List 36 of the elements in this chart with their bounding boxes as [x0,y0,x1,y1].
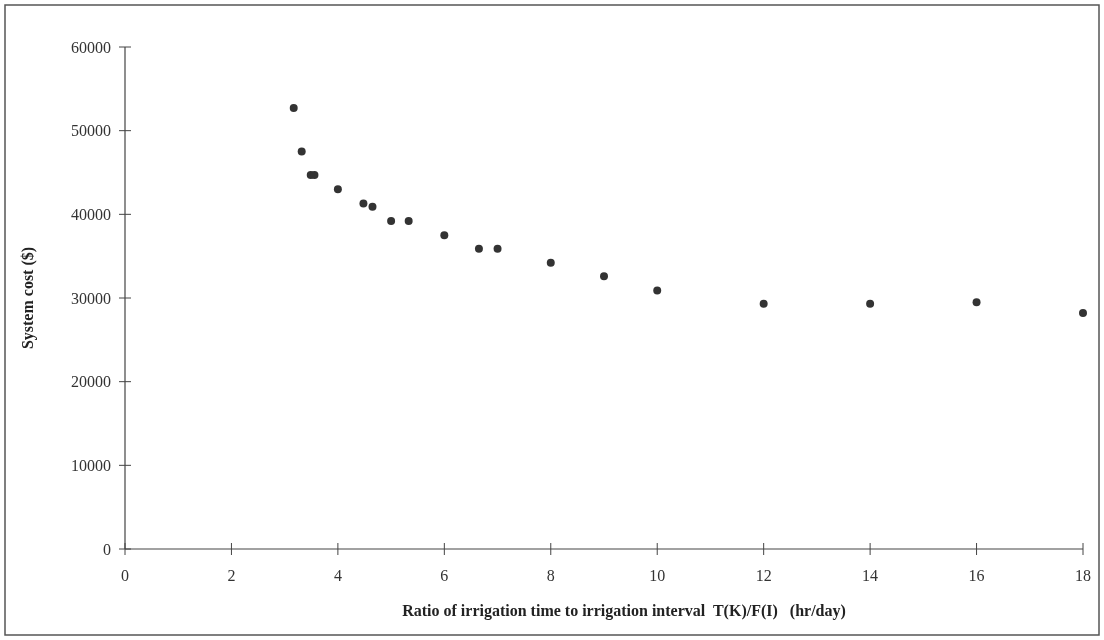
point [1079,309,1087,318]
point [759,299,768,308]
y-tick-label: 30000 [71,289,111,307]
point [368,202,377,211]
x-axis-title: Ratio of irrigation time to irrigation interval T(K)/F(I) (hr/day) [402,602,846,620]
point [297,147,306,156]
y-tick-label: 0 [103,540,111,558]
y-tick-label: 40000 [71,205,111,223]
point [972,298,981,307]
point [493,244,502,253]
point [653,286,662,295]
x-tick-label: 8 [546,567,555,584]
x-tick-label: 10 [649,567,666,584]
y-tick-label: 50000 [71,122,111,140]
point [546,258,555,267]
point [440,231,449,240]
x-tick-label: 6 [440,567,449,584]
point [387,217,396,226]
x-tick-label: 4 [333,567,342,584]
y-tick-label: 10000 [71,456,111,474]
x-tick-label: 14 [862,567,879,584]
y-tick-label: 20000 [71,373,111,391]
x-tick-label: 2 [227,567,236,584]
point [600,272,608,281]
x-tick-label: 12 [755,567,772,584]
x-tick-label: 18 [1075,567,1091,584]
point [359,199,368,208]
point [404,217,413,226]
point [866,299,875,308]
x-tick-label: 0 [121,567,129,584]
x-tick-label: 16 [968,567,985,584]
point [289,104,298,113]
point [474,244,483,253]
point [333,185,342,194]
y-axis-title: System cost ($) [19,246,37,350]
y-tick-label: 60000 [71,38,111,56]
